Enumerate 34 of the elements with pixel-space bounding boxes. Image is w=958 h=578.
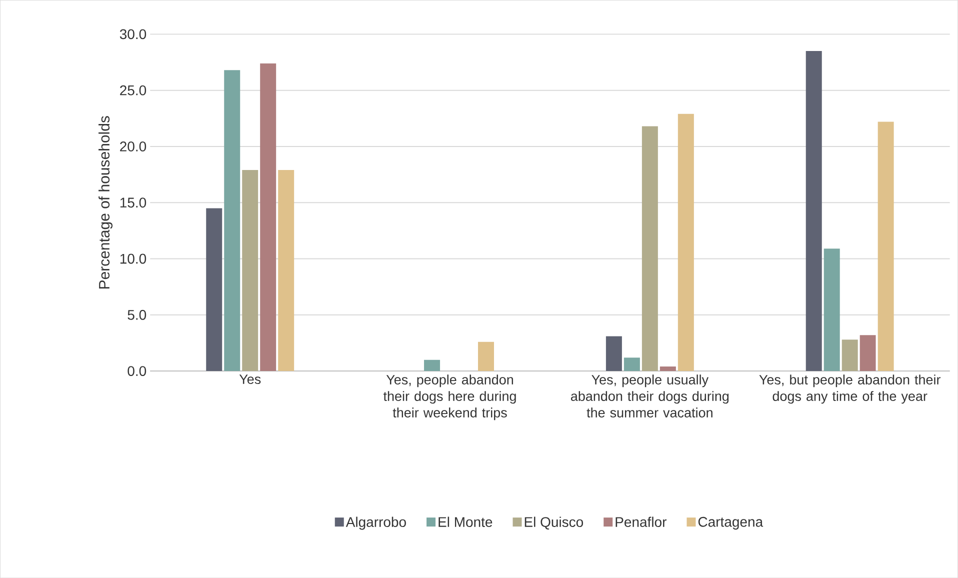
- bar: [624, 357, 640, 371]
- x-tick-label: Yes, people abandon their dogs here during their weekend trips: [383, 374, 516, 420]
- y-tick-label: 30.0: [120, 29, 146, 40]
- bar: [224, 70, 240, 371]
- bar: [242, 170, 258, 371]
- y-tick-label: 25.0: [120, 85, 146, 96]
- bar: [278, 170, 294, 371]
- bar: [260, 63, 276, 371]
- y-tick-label: 20.0: [120, 141, 146, 152]
- x-tick-label: Yes: [239, 374, 261, 384]
- bar: [424, 360, 440, 371]
- legend-label: Algarrobo: [346, 516, 406, 530]
- bar: [806, 50, 822, 371]
- bar: [606, 336, 622, 371]
- x-tick-label: Yes, people usually abandon their dogs during the summer vacation: [570, 374, 729, 418]
- bar: [842, 340, 858, 371]
- y-tick-label: 0.0: [128, 366, 146, 376]
- legend-label: El Quisco: [524, 516, 584, 530]
- y-tick-label: 15.0: [120, 198, 146, 208]
- legend-label: Cartagena: [698, 516, 764, 530]
- bar: [642, 126, 658, 371]
- bar: [678, 114, 694, 371]
- bar: [206, 208, 222, 371]
- legend-label: Penaflor: [616, 516, 667, 527]
- y-tick-label: 10.0: [120, 254, 146, 264]
- bar: [478, 342, 494, 371]
- legend-label: El Monte: [438, 516, 492, 527]
- bar: [824, 248, 840, 371]
- bar: [860, 335, 876, 371]
- bar: [878, 122, 894, 371]
- y-axis-title: Percentage of households: [98, 116, 112, 288]
- bar: [660, 366, 676, 371]
- x-tick-label: Yes, but people abandon their dogs any time of the year: [759, 374, 940, 404]
- y-tick-label: 5.0: [128, 310, 146, 320]
